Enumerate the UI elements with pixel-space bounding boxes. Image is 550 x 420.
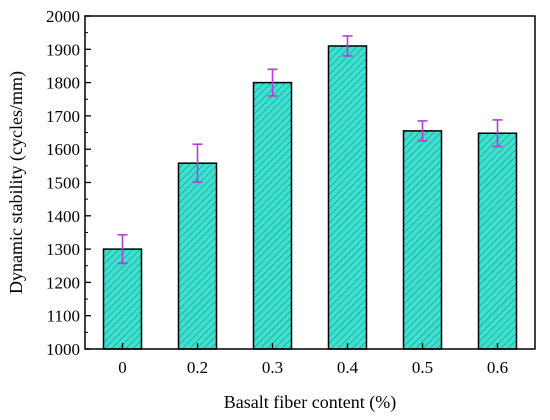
y-tick-label: 1600: [46, 140, 80, 159]
y-tick-label: 2000: [46, 7, 80, 26]
x-axis-title: Basalt fiber content (%): [224, 392, 396, 413]
error-bar-0.4: [342, 35, 353, 57]
y-tick-label: 1000: [46, 340, 80, 359]
bars-layer: [102, 45, 518, 350]
y-tick-label: 1300: [46, 240, 80, 259]
y-tick-label: 1200: [46, 273, 80, 292]
x-tick-label: 0: [118, 358, 127, 377]
x-tick-label: 0.6: [487, 358, 508, 377]
y-axis: 1000 1100 1200 1300 1400 1500 1600 1700 1800 1900…: [46, 7, 91, 359]
y-axis-title: Dynamic stability (cycles/mm): [6, 71, 27, 294]
bar-0.4: [327, 45, 368, 350]
y-tick-label: 1400: [46, 207, 80, 226]
y-tick-label: 1700: [46, 107, 80, 126]
error-bars-layer: [117, 35, 503, 265]
bar-0.2: [177, 162, 218, 350]
bar-0.6: [477, 132, 518, 350]
error-bar-0.2: [192, 143, 203, 183]
y-tick-label: 1500: [46, 174, 80, 193]
error-bar-0.6: [492, 119, 503, 148]
error-bar-0.3: [267, 68, 278, 97]
bar-0.5: [402, 130, 443, 350]
error-bar-0.5: [417, 120, 428, 142]
x-axis: 0 0.2 0.3 0.4 0.5 0.6: [118, 343, 508, 377]
plot-frame: [84, 15, 536, 350]
y-tick-label: 1900: [46, 40, 80, 59]
y-tick-label: 1100: [47, 307, 80, 326]
error-bar-0: [117, 233, 128, 265]
bar-0.3: [252, 81, 293, 350]
x-tick-label: 0.4: [337, 358, 359, 377]
y-tick-label: 1800: [46, 74, 80, 93]
bar-0: [102, 248, 143, 350]
x-tick-label: 0.3: [262, 358, 283, 377]
x-tick-label: 0.5: [412, 358, 433, 377]
x-tick-label: 0.2: [187, 358, 208, 377]
